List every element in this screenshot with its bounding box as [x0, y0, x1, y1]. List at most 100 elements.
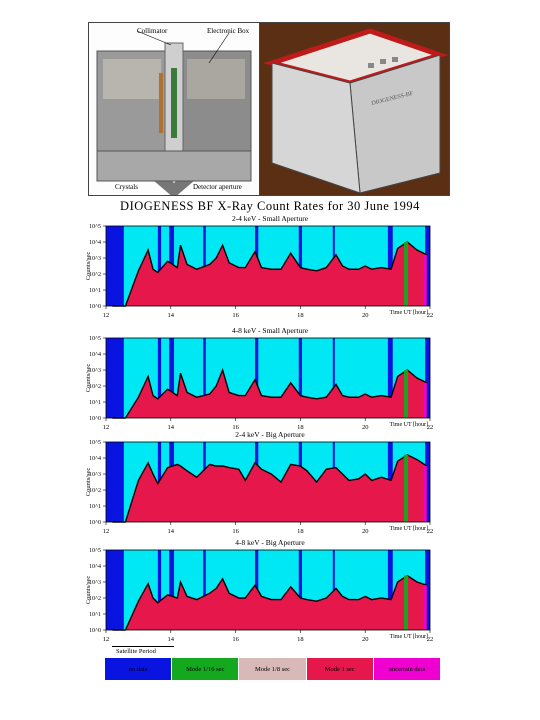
no-data-band: [157, 338, 162, 418]
y-tick-label: 10^0: [89, 304, 101, 310]
mode-1-16-segment: [404, 242, 409, 306]
y-tick-label: 10^3: [89, 580, 101, 586]
no-data-band: [169, 338, 175, 418]
instrument-interior-drawing: [96, 30, 252, 198]
y-tick-label: 10^5: [89, 336, 101, 342]
y-tick-label: 10^2: [89, 272, 101, 278]
uncertain-data-segment: [423, 585, 427, 630]
uncertain-data-segment: [423, 382, 427, 418]
count-rate-line: [112, 453, 428, 523]
x-axis-label: Time UT [hour]: [390, 526, 428, 532]
no-data-band: [425, 338, 430, 418]
x-tick-label: 22: [427, 636, 434, 643]
plot-frame: [105, 337, 431, 419]
no-data-band: [387, 550, 393, 630]
x-tick-label: 16: [232, 312, 239, 319]
instrument-interior-photo: Collimator Electronic Box Crystals Detec…: [89, 23, 260, 198]
x-tick-label: 16: [232, 528, 239, 535]
x-tick-label: 18: [297, 312, 304, 319]
uncertain-data-segment: [423, 466, 427, 522]
satellite-period-bar: [112, 646, 174, 647]
panel-2-title: 4-8 keV - Small Aperture: [231, 326, 309, 335]
count-rate-area: [112, 370, 427, 418]
no-data-band: [298, 226, 303, 306]
satellite-period-label: Satellite Period: [116, 648, 156, 655]
no-data-band: [157, 226, 162, 306]
no-data-band: [425, 550, 430, 630]
x-tick-label: 12: [103, 636, 110, 643]
y-tick-label: 10^5: [89, 548, 101, 554]
y-tick-label: 10^4: [89, 456, 101, 462]
electronic-box-label: Electronic Box: [207, 27, 250, 35]
y-tick-label: 10^5: [89, 224, 101, 230]
x-tick-label: 20: [362, 312, 369, 319]
y-tick-label: 10^4: [89, 352, 101, 358]
count-rate-area: [112, 575, 427, 630]
x-tick-label: 12: [103, 528, 110, 535]
mode-1-16-segment: [404, 454, 409, 522]
no-data-band: [298, 550, 303, 630]
x-tick-label: 14: [168, 312, 175, 319]
y-tick-label: 10^2: [89, 384, 101, 390]
no-data-band: [106, 338, 124, 418]
panel-3-title: 2-4 keV - Big Aperture: [235, 430, 305, 439]
y-tick-label: 10^3: [89, 368, 101, 374]
y-tick-label: 10^1: [89, 504, 101, 510]
count-rate-chart-2: 10^0 10^1 10^2 10^3 10^4 10^5 12 14 16 18 20 22 Coun…: [85, 336, 434, 431]
legend-item: uncertain data: [373, 658, 442, 680]
count-rate-chart-4: 10^0 10^1 10^2 10^3 10^4 10^5 12 14 16 18 20 22 Coun…: [85, 548, 434, 643]
plot-frame: [105, 549, 431, 631]
x-axis-label: Time UT [hour]: [390, 422, 428, 428]
x-tick-label: 18: [297, 636, 304, 643]
no-data-band: [106, 226, 124, 306]
x-tick-label: 22: [427, 312, 434, 319]
x-axis-label: Time UT [hour]: [390, 634, 428, 640]
y-tick-label: 10^3: [89, 256, 101, 262]
no-data-band: [425, 442, 430, 522]
y-tick-label: 10^0: [89, 416, 101, 422]
x-tick-label: 14: [168, 424, 175, 431]
detector-aperture-label: Detector aperture: [193, 183, 242, 191]
y-tick-label: 10^4: [89, 564, 101, 570]
x-tick-label: 22: [427, 424, 434, 431]
no-data-band: [203, 338, 206, 418]
x-tick-label: 16: [232, 424, 239, 431]
y-tick-label: 10^4: [89, 240, 101, 246]
count-rate-line: [112, 367, 428, 419]
no-data-band: [387, 338, 393, 418]
count-rate-chart-3: 10^0 10^1 10^2 10^3 10^4 10^5 12 14 16 18 20 22 Coun…: [85, 440, 433, 535]
mode-1-16-segment: [404, 575, 409, 630]
no-data-band: [157, 550, 162, 630]
no-data-band: [106, 550, 124, 630]
x-tick-label: 20: [362, 528, 369, 535]
no-data-band: [298, 338, 303, 418]
y-tick-label: 10^1: [89, 400, 101, 406]
y-tick-label: 10^5: [89, 440, 101, 446]
panel-1-title: 2-4 keV - Small Aperture: [231, 214, 309, 223]
instrument-enclosure-drawing: DIOGENESS-BF: [263, 28, 449, 194]
y-axis-label: Counts/sec: [85, 468, 92, 497]
x-tick-label: 14: [168, 636, 175, 643]
mode-1-16-segment: [404, 370, 409, 418]
instrument-enclosure-photo: DIOGENESS-BF: [260, 23, 449, 195]
y-axis-label: Counts/sec: [85, 252, 92, 281]
y-tick-label: 10^1: [89, 612, 101, 618]
legend-item: Mode 1 sec: [306, 658, 374, 680]
y-tick-label: 10^1: [89, 288, 101, 294]
instrument-photos: Collimator Electronic Box Crystals Detec…: [88, 22, 450, 198]
x-tick-label: 12: [103, 312, 110, 319]
count-rate-area: [112, 242, 427, 306]
legend-item: no data: [105, 658, 173, 680]
y-axis-label: Counts/sec: [85, 576, 92, 605]
no-data-band: [425, 226, 430, 306]
no-data-band: [387, 226, 393, 306]
no-data-band: [106, 442, 124, 522]
legend-item: Mode 1/8 sec: [239, 658, 307, 680]
y-tick-label: 10^3: [89, 472, 101, 478]
count-rate-chart-1: 10^0 10^1 10^2 10^3 10^4 10^5 12 14 16 18 20 22 Coun…: [85, 224, 434, 319]
count-rate-line: [112, 241, 428, 307]
x-tick-label: 20: [362, 636, 369, 643]
figure-title: DIOGENESS BF X-Ray Count Rates for 30 Ju…: [120, 199, 420, 213]
x-axis-label: Time UT [hour]: [390, 310, 428, 316]
x-tick-label: 18: [297, 424, 304, 431]
